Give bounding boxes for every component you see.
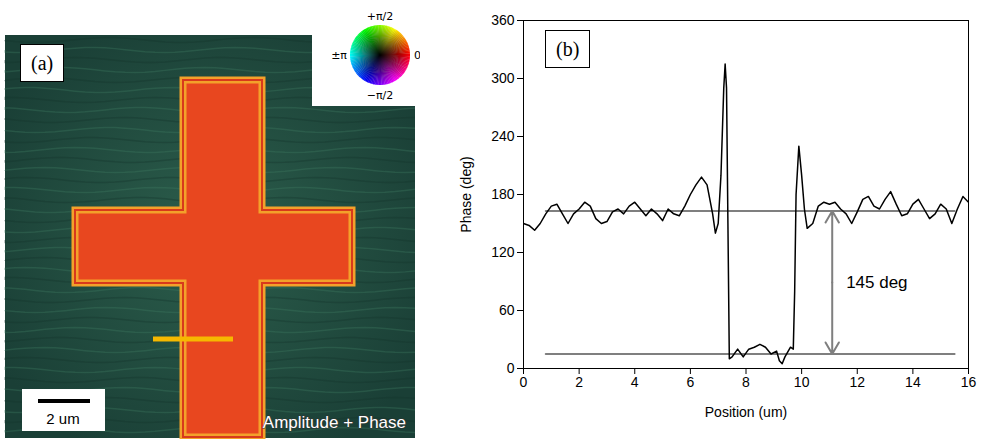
svg-text:120: 120 — [491, 244, 515, 260]
html-text:(a): (a) — [31, 52, 54, 74]
svg-text:+π/2: +π/2 — [367, 10, 394, 23]
svg-text:0: 0 — [414, 49, 420, 62]
svg-text:4: 4 — [631, 374, 639, 390]
svg-text:2 um: 2 um — [46, 410, 79, 427]
svg-text:16: 16 — [961, 374, 977, 390]
svg-text:−π/2: −π/2 — [367, 89, 394, 102]
svg-text:6: 6 — [686, 374, 694, 390]
svg-text:Amplitude + Phase: Amplitude + Phase — [263, 413, 406, 432]
svg-text:10: 10 — [794, 374, 810, 390]
svg-text:14: 14 — [905, 374, 921, 390]
svg-text:145 deg: 145 deg — [846, 273, 907, 292]
svg-text:240: 240 — [491, 128, 515, 144]
svg-text:Position (um): Position (um) — [705, 404, 787, 420]
svg-text:300: 300 — [491, 70, 515, 86]
html-text:(b): (b) — [556, 38, 580, 60]
svg-text:±π: ±π — [331, 49, 347, 62]
svg-text:180: 180 — [491, 186, 515, 202]
svg-text:2: 2 — [575, 374, 583, 390]
svg-text:0: 0 — [520, 374, 528, 390]
svg-text:360: 360 — [491, 12, 515, 28]
svg-text:12: 12 — [849, 374, 865, 390]
svg-text:Phase (deg): Phase (deg) — [458, 156, 474, 232]
svg-text:60: 60 — [499, 302, 515, 318]
svg-text:0: 0 — [507, 360, 515, 376]
svg-text:8: 8 — [742, 374, 750, 390]
